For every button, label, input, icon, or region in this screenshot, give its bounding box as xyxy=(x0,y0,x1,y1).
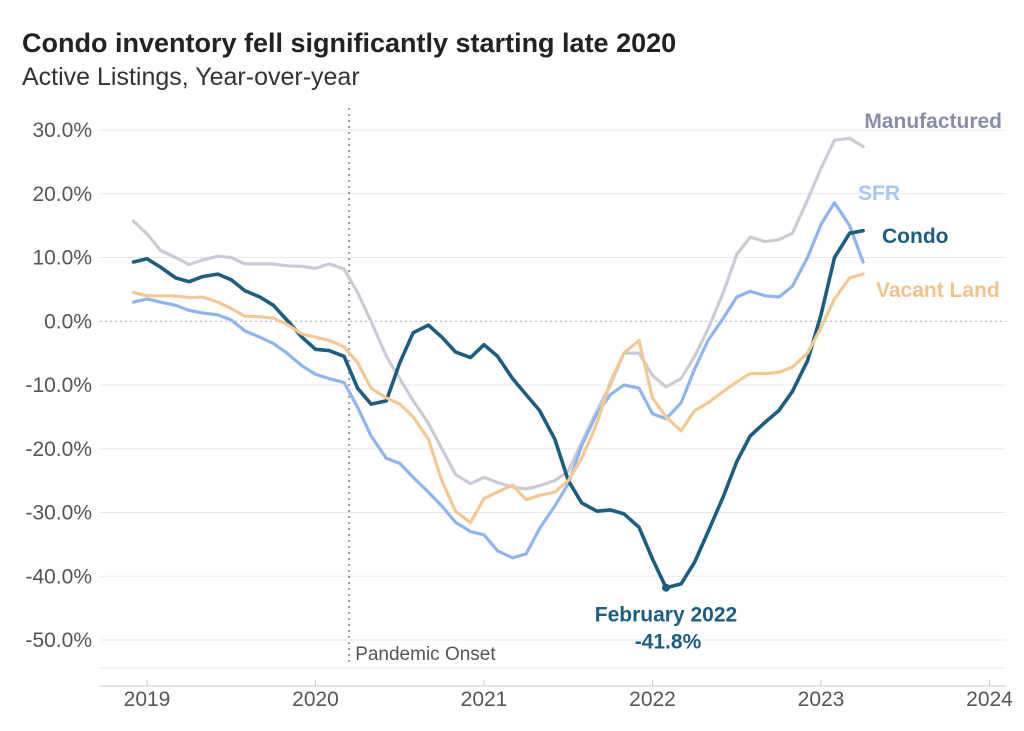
series-label-vacant-land: Vacant Land xyxy=(876,279,1000,302)
pandemic-onset-label: Pandemic Onset xyxy=(355,644,496,665)
y-tick-label: 0.0% xyxy=(44,310,92,333)
series-label-sfr: SFR xyxy=(858,182,900,205)
y-tick-label: -50.0% xyxy=(25,629,92,652)
y-tick-label: 10.0% xyxy=(32,247,92,270)
x-tick-label: 2021 xyxy=(461,688,508,711)
series-line-condo xyxy=(131,228,865,590)
series-line-manufactured xyxy=(131,136,865,491)
x-tick-label: 2024 xyxy=(966,688,1013,711)
series-labels: Manufactured SFR Condo Vacant Land xyxy=(858,110,1002,302)
y-tick-label: -20.0% xyxy=(25,438,92,461)
grid xyxy=(100,129,1006,669)
series-line-sfr xyxy=(131,201,865,560)
callout-date-label: February 2022 xyxy=(595,604,737,627)
x-tick-label: 2022 xyxy=(629,688,676,711)
x-tick-label: 2019 xyxy=(124,688,171,711)
y-tick-label: -30.0% xyxy=(25,502,92,525)
y-tick-label: -10.0% xyxy=(25,374,92,397)
series-label-condo: Condo xyxy=(882,225,948,248)
y-tick-label: -40.0% xyxy=(25,565,92,588)
condo-low-callout: February 2022 -41.8% xyxy=(595,583,737,654)
y-tick-label: 30.0% xyxy=(32,119,92,142)
chart-subtitle: Active Listings, Year-over-year xyxy=(22,63,360,91)
chart-title: Condo inventory fell significantly start… xyxy=(22,28,677,58)
x-tick-label: 2020 xyxy=(292,688,339,711)
y-tick-label: 20.0% xyxy=(32,183,92,206)
axes: 30.0% 20.0% 10.0% 0.0% -10.0% -20.0% -30.0% -40… xyxy=(25,119,1013,711)
series-label-manufactured: Manufactured xyxy=(864,110,1002,133)
callout-value-label: -41.8% xyxy=(635,631,702,654)
series-lines xyxy=(131,136,865,590)
callout-point xyxy=(661,583,670,592)
pandemic-marker: Pandemic Onset xyxy=(348,108,496,665)
series-line-vacant-land xyxy=(131,272,865,525)
x-tick-label: 2023 xyxy=(798,688,845,711)
